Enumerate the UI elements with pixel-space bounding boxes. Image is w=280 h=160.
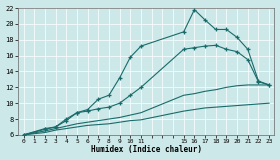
X-axis label: Humidex (Indice chaleur): Humidex (Indice chaleur) — [91, 145, 202, 154]
